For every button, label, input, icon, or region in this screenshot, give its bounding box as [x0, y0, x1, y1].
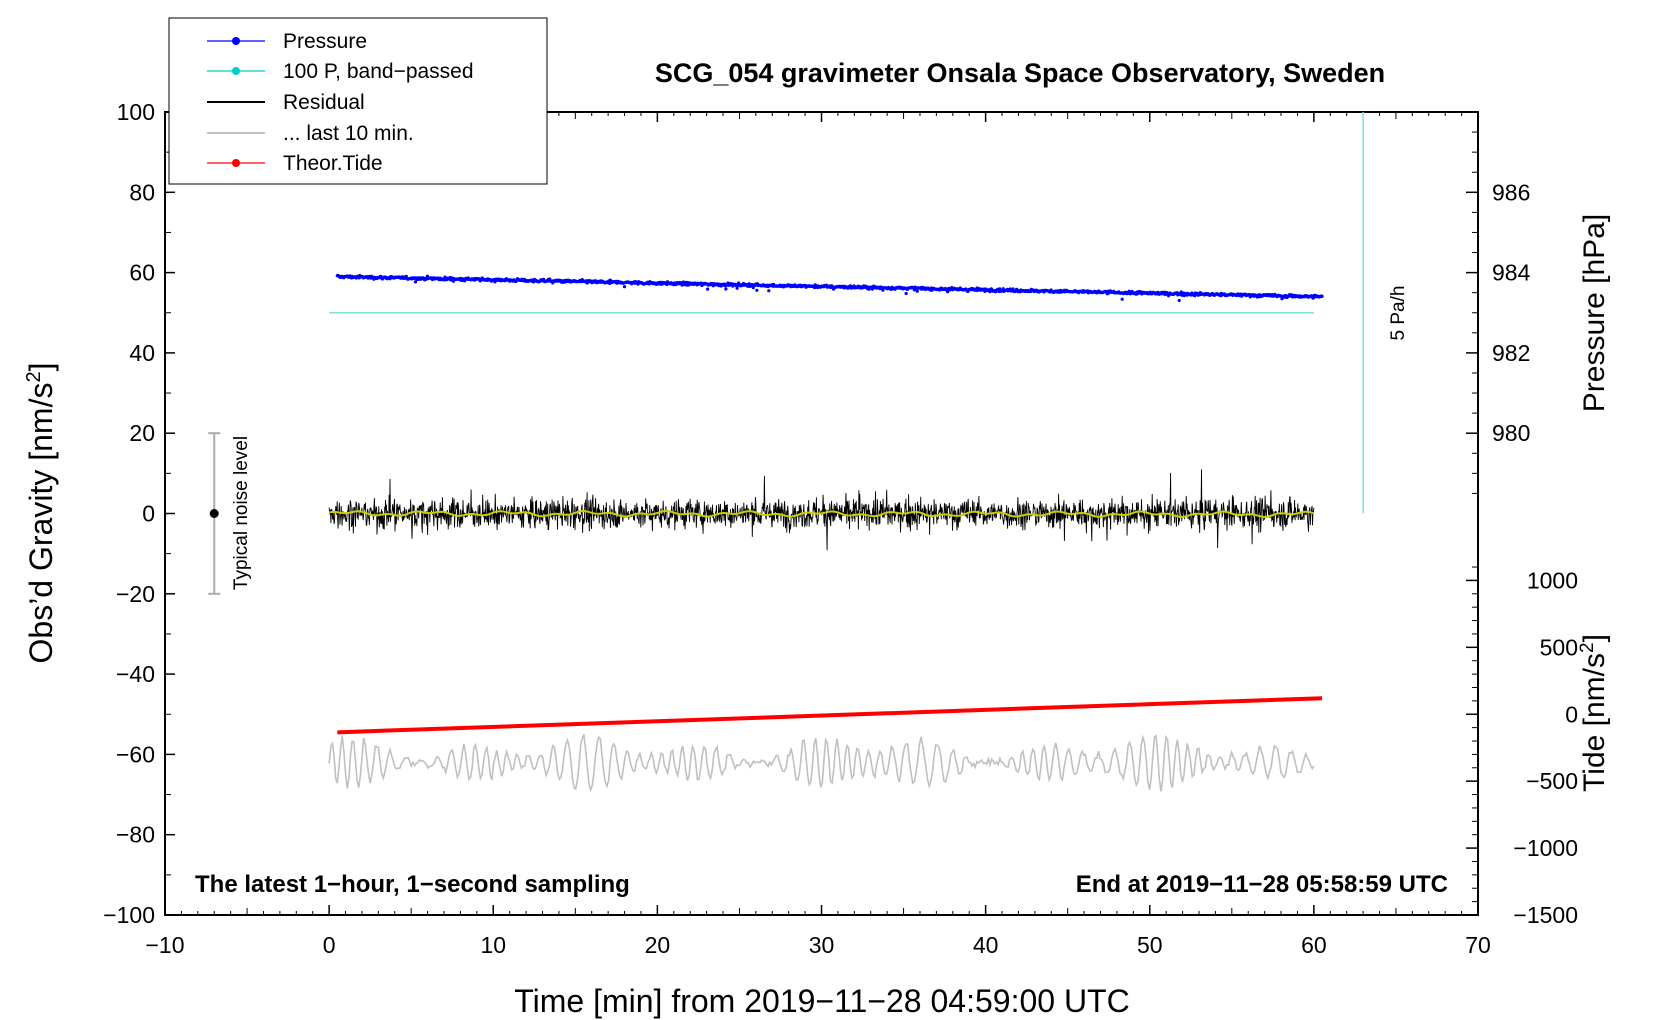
y-tick-label-gravity: 40: [129, 340, 155, 366]
y-tick-label-tide: 1000: [1527, 567, 1578, 593]
theoretical-tide-line: [337, 696, 1323, 735]
x-axis-title: Time [min] from 2019−11−28 04:59:00 UTC: [514, 983, 1129, 1019]
x-tick-label: 70: [1465, 932, 1491, 958]
pressure-point: [1120, 297, 1124, 301]
y-tick-label-pressure: 986: [1492, 179, 1530, 205]
legend-marker-pressure: [232, 37, 240, 45]
y-tick-label-gravity: −40: [116, 661, 155, 687]
legend-entry-residual: Residual: [207, 91, 365, 114]
last-10-min-line: [328, 734, 1315, 793]
y-tick-label-gravity: −20: [116, 581, 155, 607]
pressure-point: [767, 289, 771, 293]
pressure-point: [706, 287, 710, 291]
pressure-point: [413, 280, 418, 284]
legend-marker-bandpassed: [232, 67, 240, 75]
y-tick-label-gravity: 80: [129, 179, 155, 205]
residual-line: [328, 469, 1315, 551]
y-tick-label-pressure: 984: [1492, 260, 1531, 286]
legend-entry-last10: ... last 10 min.: [207, 122, 414, 145]
x-tick-label: −10: [145, 932, 184, 958]
legend-label-pressure: Pressure: [283, 30, 367, 53]
legend-entry-tide: Theor.Tide: [207, 152, 383, 175]
x-axis: −10 0 10 20 30 40 50 60 70: [145, 112, 1491, 958]
y-axis-title-gravity-sup: 2: [23, 371, 45, 382]
y-tick-label-pressure: 982: [1492, 340, 1530, 366]
y-axis-gravity: −100 −80 −60 −40 −20 0 20 40 60 80 100: [103, 99, 175, 928]
chart-title: SCG_054 gravimeter Onsala Space Observat…: [655, 58, 1385, 88]
x-tick-label: 0: [323, 932, 336, 958]
y-tick-label-pressure: 980: [1492, 420, 1530, 446]
legend-marker-tide: [232, 159, 240, 167]
pressure-point: [1320, 294, 1324, 298]
legend-label-residual: Residual: [283, 91, 365, 114]
y-tick-label-gravity: 0: [142, 501, 155, 527]
x-tick-label: 20: [645, 932, 671, 958]
pressure-point: [755, 288, 759, 292]
y-axis-title-tide: Tide [nm/s2]: [1577, 634, 1611, 792]
noise-bar-label: Typical noise level: [231, 436, 252, 590]
y-axis-title-gravity-end: ]: [23, 363, 59, 372]
y-axis-pressure: 980 982 984 986: [1466, 131, 1531, 494]
legend-label-tide: Theor.Tide: [283, 152, 383, 175]
y-axis-title-tide-sup: 2: [1577, 642, 1598, 653]
pressure-point: [1127, 289, 1131, 293]
y-tick-label-gravity: 100: [117, 99, 155, 125]
y-axis-title-tide-end: ]: [1578, 634, 1611, 642]
note-end-time: End at 2019−11−28 05:58:59 UTC: [1076, 871, 1448, 898]
y-tick-label-gravity: 20: [129, 420, 155, 446]
legend: Pressure 100 P, band−passed Residual ...…: [168, 17, 548, 185]
y-tick-label-gravity: −100: [103, 902, 155, 928]
y-tick-label-tide: −1500: [1513, 902, 1578, 928]
legend-entry-pressure: Pressure: [207, 30, 367, 53]
x-tick-label: 30: [809, 932, 835, 958]
pressure-point: [622, 285, 627, 289]
legend-label-bandpassed: 100 P, band−passed: [283, 60, 474, 83]
y-axis-tide: −1500 −1000 −500 0 500 1000: [1466, 566, 1578, 928]
y-tick-label-tide: −1000: [1513, 835, 1578, 861]
x-tick-label: 50: [1137, 932, 1163, 958]
y-tick-label-tide: 0: [1565, 701, 1578, 727]
note-latest-hour: The latest 1−hour, 1−second sampling: [195, 871, 630, 898]
legend-label-last10: ... last 10 min.: [283, 122, 414, 145]
pressure-point: [915, 289, 919, 293]
y-tick-label-gravity: −60: [116, 741, 155, 767]
y-axis-title-pressure: Pressure [hPa]: [1578, 214, 1611, 412]
y-tick-label-tide: −500: [1526, 768, 1578, 794]
series-layer: [208, 112, 1364, 793]
y-axis-title-gravity: Obs’d Gravity [nm/s2]: [23, 363, 59, 664]
rate-bar-label: 5 Pa/h: [1388, 286, 1409, 341]
pressure-point: [724, 287, 728, 291]
x-tick-label: 40: [973, 932, 999, 958]
y-tick-label-gravity: 60: [129, 260, 155, 286]
residual-smoothed-line: [328, 509, 1315, 519]
x-tick-label: 60: [1301, 932, 1327, 958]
y-tick-label-tide: 500: [1540, 634, 1578, 660]
pressure-point: [904, 291, 908, 296]
pressure-point: [735, 286, 739, 290]
pressure-series: [335, 273, 1324, 303]
x-tick-label: 10: [480, 932, 506, 958]
y-axis-title-gravity-main: Obs’d Gravity [nm/s: [23, 383, 59, 664]
legend-entry-bandpassed: 100 P, band−passed: [207, 60, 474, 83]
pressure-point: [1177, 298, 1181, 303]
y-axis-title-tide-main: Tide [nm/s: [1578, 653, 1611, 792]
noise-bar-center: [209, 509, 219, 518]
y-tick-label-gravity: −80: [116, 822, 155, 848]
